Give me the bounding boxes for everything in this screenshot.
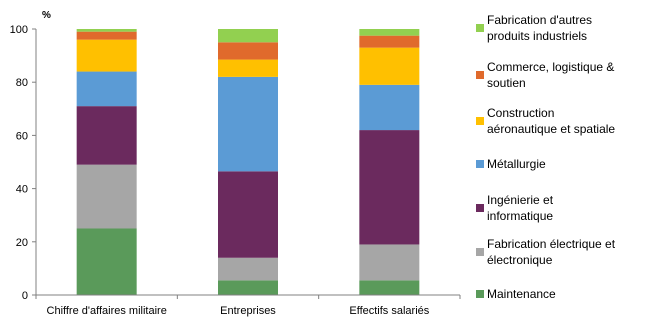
bar-segment	[76, 164, 137, 229]
x-category-label: Chiffre d'affaires militaire	[47, 305, 167, 317]
legend-swatch	[476, 24, 484, 32]
legend-label: Fabrication d'autres	[487, 13, 592, 27]
legend-label: informatique	[487, 209, 553, 223]
bar-segment	[76, 228, 137, 295]
y-tick-label: 100	[10, 24, 28, 36]
legend-swatch	[476, 248, 484, 256]
bar-segment	[218, 257, 278, 281]
legend-label: électronique	[487, 253, 553, 267]
bar-segment	[359, 84, 420, 131]
bar-segment	[76, 71, 137, 107]
legend-label: Fabrication électrique et	[487, 237, 616, 251]
legend-label: Métallurgie	[487, 157, 546, 171]
bar-segment	[359, 280, 420, 295]
bar-segment	[218, 59, 278, 77]
legend-label: aéronautique et spatiale	[487, 122, 615, 136]
bar-segment	[218, 42, 278, 60]
legend-swatch	[476, 117, 484, 125]
legend-swatch	[476, 290, 484, 298]
bar-segment	[359, 47, 420, 85]
x-category-label: Entreprises	[220, 305, 276, 317]
legend-label: produits industriels	[487, 29, 587, 43]
bar-segment	[359, 35, 420, 48]
bar-segment	[76, 29, 137, 32]
bar-segment	[359, 29, 420, 36]
y-tick-label: 80	[16, 77, 28, 89]
bar-segment	[76, 106, 137, 165]
legend-label: Commerce, logistique &	[487, 60, 614, 74]
y-tick-label: 0	[22, 290, 28, 302]
legend-label: Maintenance	[487, 287, 556, 301]
bar-segment	[359, 244, 420, 281]
y-tick-label: 40	[16, 184, 28, 196]
bar-segment	[76, 39, 137, 72]
bar-segment	[218, 29, 278, 43]
y-tick-label: 60	[16, 130, 28, 142]
legend-swatch	[476, 71, 484, 79]
bar-segment	[359, 130, 420, 245]
legend-label: Ingénierie et	[487, 193, 554, 207]
y-axis-unit: %	[42, 10, 51, 21]
bar-segment	[218, 171, 278, 258]
legend-label: soutien	[487, 76, 526, 90]
bar-segment	[76, 31, 137, 40]
x-category-label: Effectifs salariés	[349, 305, 429, 317]
bar-segment	[218, 280, 278, 295]
y-tick-label: 20	[16, 237, 28, 249]
bar-segment	[218, 76, 278, 172]
legend-label: Construction	[487, 106, 554, 120]
legend-swatch	[476, 160, 484, 168]
legend-swatch	[476, 204, 484, 212]
